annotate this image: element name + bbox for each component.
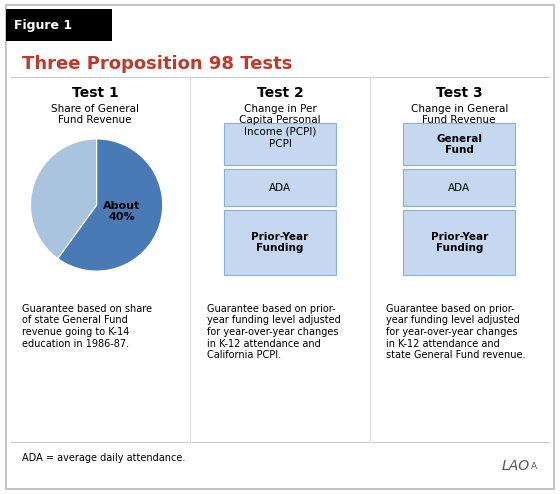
Text: General
Fund: General Fund — [436, 134, 482, 155]
Wedge shape — [31, 139, 97, 258]
FancyBboxPatch shape — [224, 210, 336, 275]
Text: Prior-Year
Funding: Prior-Year Funding — [431, 232, 488, 253]
FancyBboxPatch shape — [224, 124, 336, 165]
Text: Share of General
Fund Revenue: Share of General Fund Revenue — [51, 104, 139, 125]
Text: LAO: LAO — [501, 459, 529, 473]
Text: Guarantee based on share
of state General Fund
revenue going to K-14
education i: Guarantee based on share of state Genera… — [22, 304, 152, 349]
Text: Test 2: Test 2 — [256, 86, 304, 100]
FancyBboxPatch shape — [403, 210, 515, 275]
Text: A: A — [531, 462, 537, 471]
Text: Figure 1: Figure 1 — [14, 19, 72, 32]
Text: ADA: ADA — [448, 183, 470, 193]
FancyBboxPatch shape — [403, 124, 515, 165]
FancyBboxPatch shape — [403, 169, 515, 206]
Text: Change in General
Fund Revenue: Change in General Fund Revenue — [410, 104, 508, 125]
Text: About
40%: About 40% — [103, 201, 141, 222]
Text: PCPI: PCPI — [269, 139, 291, 150]
Text: ADA = average daily attendance.: ADA = average daily attendance. — [22, 453, 186, 463]
FancyBboxPatch shape — [224, 169, 336, 206]
Text: Guarantee based on prior-
year funding level adjusted
for year-over-year changes: Guarantee based on prior- year funding l… — [386, 304, 526, 360]
Text: Test 3: Test 3 — [436, 86, 483, 100]
FancyBboxPatch shape — [6, 5, 554, 489]
Text: Change in Per
Capita Personal
Income (PCPI): Change in Per Capita Personal Income (PC… — [239, 104, 321, 137]
FancyBboxPatch shape — [6, 9, 112, 41]
Text: Three Proposition 98 Tests: Three Proposition 98 Tests — [22, 55, 293, 73]
Text: Prior-Year
Funding: Prior-Year Funding — [251, 232, 309, 253]
Wedge shape — [58, 139, 162, 271]
Text: Test 1: Test 1 — [72, 86, 119, 100]
Text: ADA: ADA — [269, 183, 291, 193]
Text: Guarantee based on prior-
year funding level adjusted
for year-over-year changes: Guarantee based on prior- year funding l… — [207, 304, 341, 360]
